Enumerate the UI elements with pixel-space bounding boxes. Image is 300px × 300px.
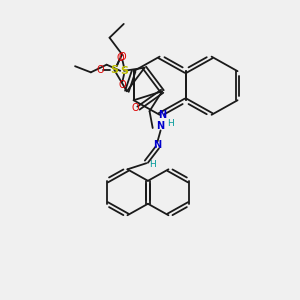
Text: N: N: [157, 122, 165, 131]
Text: S: S: [120, 66, 128, 76]
Text: O: O: [96, 65, 104, 75]
Text: O: O: [117, 52, 124, 63]
Text: O: O: [118, 80, 126, 90]
Text: S: S: [110, 65, 118, 75]
Text: H: H: [167, 119, 173, 128]
Text: H: H: [149, 160, 155, 169]
Text: O: O: [131, 103, 139, 113]
Text: N: N: [158, 110, 166, 120]
Text: N: N: [153, 140, 161, 150]
Text: O: O: [118, 52, 126, 62]
